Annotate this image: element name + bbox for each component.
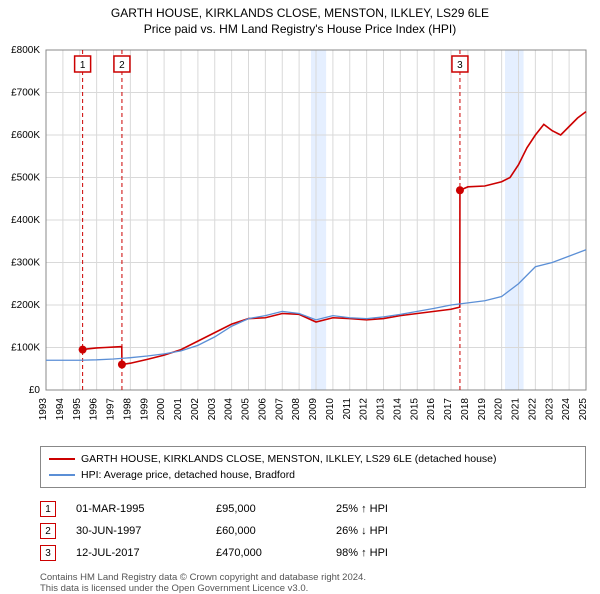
marker-badge-2: 2	[40, 523, 56, 539]
svg-text:2006: 2006	[257, 398, 268, 421]
svg-text:2001: 2001	[173, 398, 184, 421]
svg-text:1995: 1995	[72, 398, 83, 421]
svg-text:£500K: £500K	[11, 173, 40, 184]
svg-text:£800K: £800K	[11, 45, 40, 56]
marker-pct-3: 98% ↑ HPI	[336, 547, 476, 559]
svg-text:£0: £0	[29, 385, 41, 396]
svg-text:2005: 2005	[241, 398, 252, 421]
legend-swatch-1	[49, 458, 75, 460]
svg-text:2000: 2000	[156, 398, 167, 421]
marker-price-2: £60,000	[216, 525, 336, 537]
svg-text:2015: 2015	[409, 398, 420, 421]
svg-text:£100K: £100K	[11, 343, 40, 354]
svg-text:£200K: £200K	[11, 300, 40, 311]
svg-text:2011: 2011	[342, 398, 353, 420]
svg-text:1994: 1994	[55, 398, 66, 421]
markers-table: 1 01-MAR-1995 £95,000 25% ↑ HPI 2 30-JUN…	[40, 498, 586, 564]
svg-text:2017: 2017	[443, 398, 454, 421]
legend: GARTH HOUSE, KIRKLANDS CLOSE, MENSTON, I…	[40, 446, 586, 488]
chart-plot: £0 £100K £200K £300K £400K £500K £600K £700K £80…	[0, 40, 600, 440]
svg-text:2002: 2002	[190, 398, 201, 421]
svg-text:£400K: £400K	[11, 215, 40, 226]
marker-row-1: 1 01-MAR-1995 £95,000 25% ↑ HPI	[40, 498, 586, 520]
legend-swatch-2	[49, 474, 75, 476]
chart-svg: £0 £100K £200K £300K £400K £500K £600K £700K £80…	[0, 40, 600, 440]
marker-badge-3: 3	[40, 545, 56, 561]
svg-text:3: 3	[457, 60, 463, 71]
svg-text:2025: 2025	[578, 398, 589, 421]
svg-text:1997: 1997	[106, 398, 117, 421]
marker-pct-2: 26% ↓ HPI	[336, 525, 476, 537]
svg-text:£600K: £600K	[11, 130, 40, 141]
svg-text:1: 1	[80, 60, 86, 71]
marker-badge-1: 1	[40, 501, 56, 517]
svg-text:2020: 2020	[494, 398, 505, 421]
marker-pct-1: 25% ↑ HPI	[336, 503, 476, 515]
legend-row-1: GARTH HOUSE, KIRKLANDS CLOSE, MENSTON, I…	[49, 451, 577, 467]
svg-text:2009: 2009	[308, 398, 319, 421]
chart-container: GARTH HOUSE, KIRKLANDS CLOSE, MENSTON, I…	[0, 0, 600, 590]
svg-text:2013: 2013	[376, 398, 387, 421]
footer: Contains HM Land Registry data © Crown c…	[40, 572, 586, 594]
svg-text:1999: 1999	[139, 398, 150, 421]
svg-text:1998: 1998	[122, 398, 133, 421]
title-line-1: GARTH HOUSE, KIRKLANDS CLOSE, MENSTON, I…	[0, 6, 600, 20]
title-line-2: Price paid vs. HM Land Registry's House …	[0, 22, 600, 36]
marker-price-3: £470,000	[216, 547, 336, 559]
legend-label-2: HPI: Average price, detached house, Brad…	[81, 469, 295, 481]
svg-text:2024: 2024	[561, 398, 572, 421]
svg-text:1996: 1996	[89, 398, 100, 421]
svg-text:2004: 2004	[224, 398, 235, 421]
marker-price-1: £95,000	[216, 503, 336, 515]
chart-titles: GARTH HOUSE, KIRKLANDS CLOSE, MENSTON, I…	[0, 0, 600, 40]
marker-date-1: 01-MAR-1995	[76, 503, 216, 515]
svg-text:2003: 2003	[207, 398, 218, 421]
marker-row-3: 3 12-JUL-2017 £470,000 98% ↑ HPI	[40, 542, 586, 564]
marker-row-2: 2 30-JUN-1997 £60,000 26% ↓ HPI	[40, 520, 586, 542]
marker-date-2: 30-JUN-1997	[76, 525, 216, 537]
svg-text:2022: 2022	[527, 398, 538, 421]
legend-row-2: HPI: Average price, detached house, Brad…	[49, 467, 577, 483]
svg-text:2014: 2014	[392, 398, 403, 421]
marker-date-3: 12-JUL-2017	[76, 547, 216, 559]
footer-line-2: This data is licensed under the Open Gov…	[40, 583, 586, 594]
svg-text:2012: 2012	[359, 398, 370, 421]
svg-text:2008: 2008	[291, 398, 302, 421]
svg-text:2016: 2016	[426, 398, 437, 421]
footer-line-1: Contains HM Land Registry data © Crown c…	[40, 572, 586, 583]
svg-text:2: 2	[119, 60, 125, 71]
svg-text:1993: 1993	[38, 398, 49, 421]
svg-text:2018: 2018	[460, 398, 471, 421]
svg-text:2010: 2010	[325, 398, 336, 421]
svg-text:£300K: £300K	[11, 258, 40, 269]
svg-text:2021: 2021	[511, 398, 522, 421]
svg-text:2007: 2007	[274, 398, 285, 421]
svg-text:2023: 2023	[544, 398, 555, 421]
svg-text:2019: 2019	[477, 398, 488, 421]
legend-label-1: GARTH HOUSE, KIRKLANDS CLOSE, MENSTON, I…	[81, 453, 497, 465]
svg-text:£700K: £700K	[11, 88, 40, 99]
